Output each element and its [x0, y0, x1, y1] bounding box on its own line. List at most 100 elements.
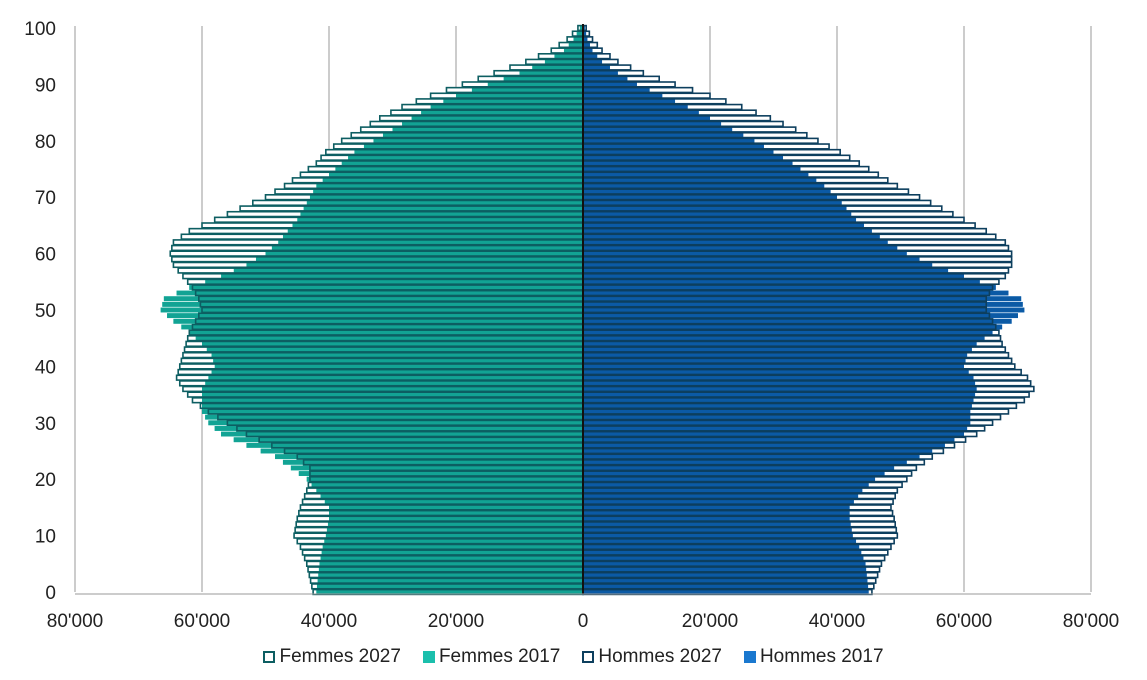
bar-hommes-2017-core	[583, 217, 857, 223]
bar-femmes-2027-gap	[308, 482, 312, 488]
legend-label-hommes-2017: Hommes 2017	[759, 646, 884, 667]
bar-femmes-2027-gap	[214, 217, 298, 223]
bar-femmes-2027-gap	[316, 160, 342, 166]
bar-femmes-2027-gap	[182, 352, 212, 358]
bar-femmes-2027-gap	[300, 172, 329, 178]
x-tick-label: 80'000	[1063, 611, 1119, 632]
bar-hommes-2017-core	[583, 87, 650, 93]
bar-femmes-2017-core	[300, 211, 583, 217]
bar-femmes-2017-core	[316, 589, 583, 595]
bar-hommes-2027-gap	[858, 493, 896, 499]
bar-hommes-2017-core	[583, 454, 920, 460]
bar-hommes-2017-core	[583, 149, 774, 155]
bar-hommes-2017-core	[583, 256, 920, 262]
bar-femmes-2017-core	[278, 239, 583, 245]
bar-femmes-2027-gap	[577, 25, 580, 31]
bar-femmes-2027-gap	[171, 245, 272, 251]
bar-hommes-2027-gap	[763, 144, 830, 149]
bar-femmes-2017-core	[316, 488, 583, 493]
bar-femmes-2017-core	[167, 313, 583, 319]
bar-hommes-2027-gap	[783, 155, 850, 161]
bar-femmes-2017-core	[563, 48, 583, 53]
bar-femmes-2017-core	[303, 206, 583, 211]
bar-femmes-2017-core	[181, 324, 584, 330]
bar-hommes-2027-gap	[687, 104, 742, 110]
y-tick-label: 10	[35, 527, 56, 548]
bar-hommes-2027-gap	[866, 567, 880, 572]
legend-item-femmes-2017: Femmes 2017	[422, 646, 561, 668]
bar-femmes-2017-core	[519, 70, 583, 76]
bar-hommes-2027-gap	[800, 166, 869, 172]
bar-hommes-2017-core	[583, 499, 854, 505]
bar-hommes-2027-gap	[849, 510, 893, 516]
bar-hommes-2027-gap	[754, 138, 818, 144]
bar-hommes-2027-gap	[932, 448, 944, 454]
bar-hommes-2017-core	[583, 352, 968, 358]
bar-femmes-2017-core	[202, 409, 583, 414]
bar-femmes-2017-core	[282, 459, 583, 465]
bar-hommes-2017-core	[583, 493, 859, 499]
bar-femmes-2017-core	[316, 583, 583, 589]
bar-hommes-2027-gap	[602, 59, 618, 65]
bar-hommes-2027-gap	[948, 268, 1009, 273]
bar-femmes-2027-gap	[252, 200, 307, 206]
bar-femmes-2017-core	[322, 544, 583, 550]
bar-femmes-2017-core	[317, 578, 583, 584]
bar-femmes-2027-gap	[179, 380, 206, 386]
bar-hommes-2027-gap	[970, 414, 1001, 420]
legend-item-hommes-2017: Hommes 2017	[743, 646, 884, 668]
bar-femmes-2027-gap	[178, 369, 212, 375]
bar-hommes-2027-gap	[975, 380, 1031, 386]
y-tick-label: 40	[35, 357, 56, 378]
bar-femmes-2017-core	[421, 110, 583, 116]
bar-femmes-2017-core	[341, 160, 583, 166]
bar-femmes-2027-gap	[227, 211, 301, 217]
y-tick-label: 70	[35, 188, 56, 209]
bar-hommes-2017-core	[583, 431, 964, 437]
bar-hommes-2017-core	[583, 397, 974, 403]
bar-femmes-2027-gap	[178, 268, 234, 273]
bar-hommes-2027-gap	[919, 256, 1012, 262]
bar-hommes-2027-gap	[971, 347, 1006, 352]
bar-hommes-2027-gap	[871, 228, 987, 234]
bar-hommes-2027-gap	[968, 369, 1022, 375]
bar-femmes-2017-core	[255, 256, 583, 262]
bar-hommes-2017-core	[583, 330, 993, 335]
bar-hommes-2017-core	[583, 296, 1022, 302]
bar-femmes-2017-core	[160, 307, 583, 313]
y-tick-label: 100	[24, 19, 56, 40]
legend-label-femmes-2017: Femmes 2017	[438, 646, 561, 667]
legend-item-hommes-2027: Hommes 2027	[582, 646, 722, 668]
bar-hommes-2017-core	[583, 183, 825, 189]
bar-femmes-2017-core	[211, 352, 583, 358]
bar-hommes-2027-gap	[971, 403, 1017, 409]
bar-hommes-2017-core	[583, 115, 710, 121]
bar-femmes-2027-gap	[308, 567, 319, 572]
y-tick-label: 30	[35, 414, 56, 435]
bar-femmes-2017-core	[392, 127, 583, 132]
bar-femmes-2017-core	[348, 155, 583, 161]
bar-femmes-2017-core	[206, 347, 583, 352]
bar-hommes-2027-gap	[975, 392, 1030, 398]
bar-femmes-2017-core	[443, 98, 583, 104]
bar-hommes-2017-core	[583, 194, 837, 200]
bar-femmes-2017-core	[221, 431, 584, 437]
bar-femmes-2027-gap	[416, 98, 444, 104]
bar-hommes-2017-core	[583, 335, 985, 341]
bar-hommes-2027-gap	[627, 76, 660, 82]
bar-hommes-2027-gap	[973, 397, 1025, 403]
bar-hommes-2027-gap	[919, 454, 933, 460]
bar-femmes-2017-core	[316, 183, 583, 189]
bar-hommes-2027-gap	[879, 234, 996, 240]
bar-hommes-2027-gap	[850, 521, 896, 527]
bar-femmes-2027-gap	[567, 36, 574, 42]
bar-femmes-2017-core	[271, 245, 583, 251]
bar-femmes-2027-gap	[240, 206, 304, 211]
bar-hommes-2027-gap	[894, 465, 917, 471]
bar-hommes-2027-gap	[587, 36, 593, 42]
bar-hommes-2027-gap	[863, 222, 976, 228]
bar-femmes-2017-core	[233, 437, 583, 443]
tick-labels: 80'000 60'000 40'000 20'000 0 20'000 40'000 60'…	[24, 19, 1119, 632]
bar-femmes-2027-gap	[171, 256, 256, 262]
